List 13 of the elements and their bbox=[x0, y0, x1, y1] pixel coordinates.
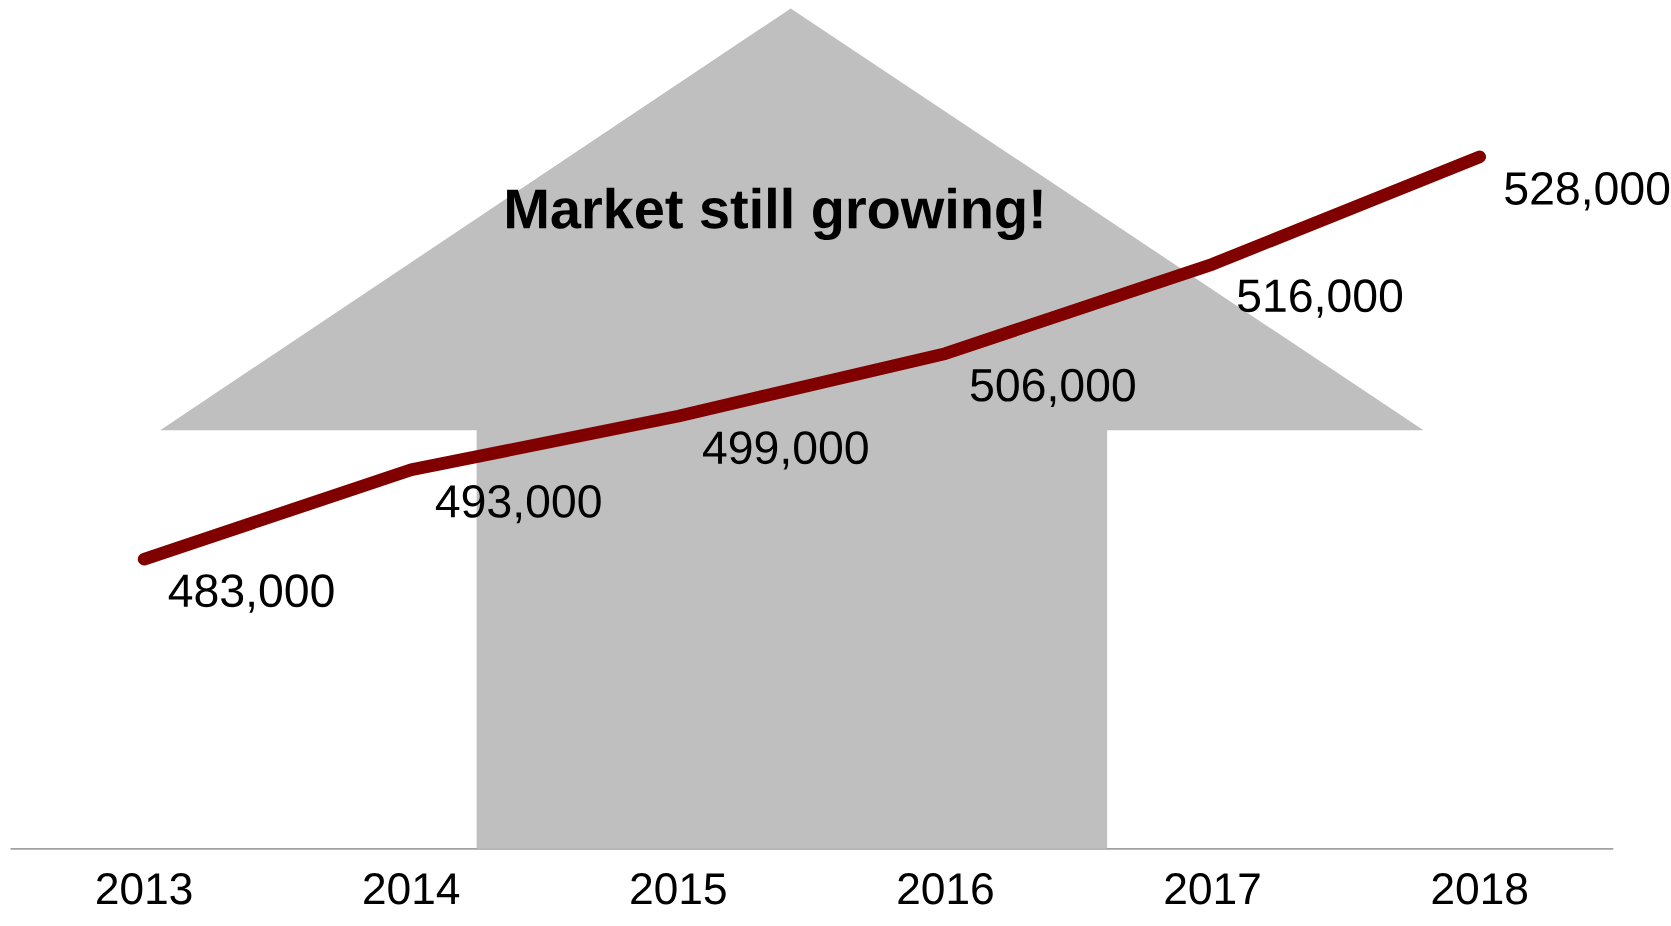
x-tick-label: 2015 bbox=[631, 873, 726, 905]
data-label: 493,000 bbox=[435, 485, 601, 524]
x-tick-label: 2016 bbox=[898, 873, 993, 905]
x-tick-label: 2017 bbox=[1165, 873, 1260, 905]
data-label: 499,000 bbox=[703, 431, 868, 470]
data-label: 516,000 bbox=[1238, 279, 1403, 318]
data-label: 483,000 bbox=[168, 574, 334, 613]
x-tick-label: 2014 bbox=[364, 873, 460, 905]
x-tick-label: 2018 bbox=[1432, 873, 1527, 905]
data-label: 528,000 bbox=[1505, 172, 1670, 211]
data-label: 506,000 bbox=[970, 368, 1135, 408]
x-tick-label: 2013 bbox=[97, 873, 192, 905]
annotation: Market still growing! bbox=[507, 187, 1042, 241]
